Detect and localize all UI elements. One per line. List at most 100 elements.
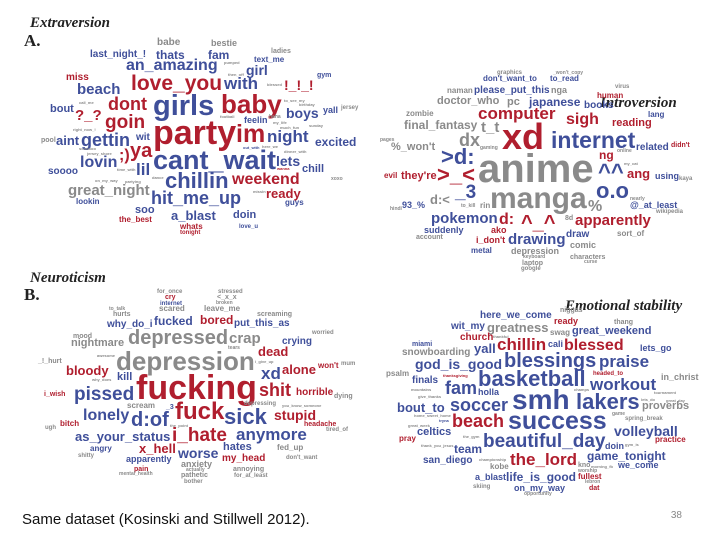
cloud-word: using [655, 171, 679, 181]
cloud-word: headed_to [593, 371, 624, 377]
cloud-word: ng [599, 148, 614, 162]
cloud-word: kno [578, 462, 591, 469]
cloud-word: dying [334, 393, 353, 400]
panel-a-label: A. [24, 31, 41, 50]
cloud-word: great_day [666, 398, 685, 403]
cloud-word: pages [380, 137, 395, 143]
cloud-word: fullest [578, 472, 602, 481]
cloud-word: snowboarding [402, 347, 471, 358]
cloud-word: >d: [441, 144, 475, 169]
cloud-word: pathetic [181, 472, 208, 479]
cloud-word: smh [512, 384, 570, 415]
cloud-word: internet [551, 127, 636, 153]
cloud-word: pain [134, 466, 149, 473]
cloud-word: comic [570, 240, 597, 250]
cloud-word: spring_break [625, 416, 663, 422]
cloud-word: jersey [341, 105, 359, 111]
cloud-word: weekend [232, 171, 300, 188]
cloud-word: alone [282, 362, 316, 377]
neuroticism-word-cloud: fucking depression fuck sick d:of depressed i_… [24, 285, 369, 490]
extraversion-title: Extraversion [30, 15, 111, 31]
cloud-word: naman [447, 86, 473, 95]
cloud-word: bother [184, 479, 203, 485]
cloud-word: worried [312, 330, 334, 336]
cloud-word: out_with [243, 145, 260, 150]
cloud-word: proverbs [642, 400, 690, 412]
cloud-word: niggas [560, 307, 583, 314]
cloud-word: great_weekend [572, 325, 652, 337]
cloud-word: ?_? [75, 107, 102, 124]
cloud-word: my_cat [624, 161, 638, 166]
cloud-word: ^^ [598, 159, 624, 184]
cloud-word: chillin [165, 168, 229, 193]
cloud-word: jersey_shore [87, 151, 112, 156]
cloud-word: >_< [437, 162, 475, 187]
cloud-word: cali [548, 339, 564, 349]
cloud-word: worship [578, 468, 598, 474]
cloud-word: characters [570, 254, 606, 261]
cloud-word: lets [276, 153, 301, 169]
cloud-word: practice [655, 435, 686, 444]
cloud-word: 8d [565, 215, 574, 222]
cloud-word: then_off [228, 72, 244, 77]
cloud-word: for_at_least [234, 473, 268, 479]
cloud-word: fuck [175, 398, 225, 425]
cloud-word: you_know_someone [282, 403, 322, 408]
cloud-word: % [588, 198, 603, 215]
cloud-word: the_best [119, 215, 152, 224]
cloud-word: the_point [170, 423, 188, 428]
cloud-word: doctor_who [437, 95, 500, 107]
cloud-word: laptop [522, 260, 543, 267]
cloud-word: %_won't [391, 141, 436, 153]
cloud-word: ugh [45, 425, 56, 431]
cloud-word: dinner_with [284, 149, 307, 154]
cloud-word: apparently [126, 454, 172, 464]
caption: Same dataset (Kosinski and Stillwell 201… [22, 511, 310, 528]
cloud-word: anime [478, 147, 594, 191]
cloud-word: pokemon [431, 210, 498, 227]
cloud-word: t_t [481, 119, 500, 136]
cloud-word: ang [627, 166, 651, 181]
cloud-word: xd [261, 364, 281, 383]
cloud-word: ako [491, 225, 507, 235]
cloud-word: babe [157, 37, 181, 48]
cloud-word: fam [445, 378, 478, 398]
cloud-word: text_me [254, 55, 285, 64]
cloud-word: crying [282, 336, 313, 347]
cloud-word: bestie [211, 38, 238, 48]
cloud-word: related [636, 142, 669, 153]
cloud-word: opportunity [524, 491, 552, 497]
cloud-word: lebron [585, 479, 601, 485]
cloud-word: lets_go [640, 343, 672, 353]
cloud-word: miss [66, 72, 89, 83]
cloud-word: san_diego [423, 455, 473, 466]
cloud-word: to_talk [109, 306, 126, 312]
cloud-word: depressed [128, 327, 229, 349]
cloud-word: i_don't [476, 235, 506, 245]
cloud-word: pc [507, 96, 520, 108]
cloud-word: last_night_! [90, 49, 147, 60]
cloud-word: missin [253, 189, 266, 194]
cloud-word: fed_up [277, 443, 304, 452]
introversion-word-cloud: anime xd manga internet >_< ^^ >d: o.o ^_^ _3 dx co… [368, 65, 703, 273]
cloud-word: 93_% [402, 200, 426, 210]
cloud-word: game [612, 411, 626, 417]
cloud-word: bored [200, 313, 234, 327]
cloud-word: on_my_way [514, 483, 566, 493]
cloud-word: yall [474, 341, 496, 356]
cloud-word: fucking [136, 369, 257, 407]
cloud-word: depression [511, 246, 560, 256]
cloud-word: championship [479, 457, 507, 462]
cloud-word: annoying [233, 466, 265, 473]
cloud-word: stressed [218, 289, 243, 295]
cloud-word: the_lord [510, 450, 578, 469]
cloud-word: angry [90, 444, 112, 453]
cloud-word: horrible [296, 387, 334, 398]
cloud-word: mental_health [119, 471, 153, 477]
cloud-word: ;) [119, 147, 130, 164]
cloud-word: sort_of [617, 229, 645, 238]
cloud-word: x_hell [139, 441, 176, 456]
cloud-word: wit [136, 132, 150, 143]
cloud-word: awesome [97, 353, 116, 358]
cloud-word: fucked [154, 314, 193, 328]
